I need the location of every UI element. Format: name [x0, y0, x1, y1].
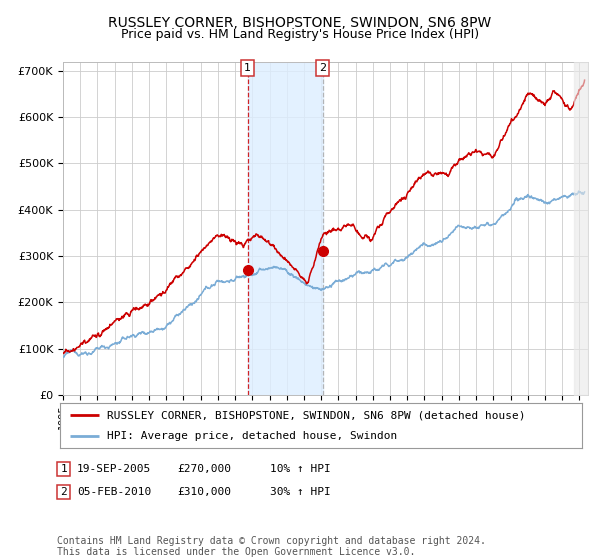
- Text: Price paid vs. HM Land Registry's House Price Index (HPI): Price paid vs. HM Land Registry's House …: [121, 28, 479, 41]
- Text: 10% ↑ HPI: 10% ↑ HPI: [270, 464, 331, 474]
- Text: 30% ↑ HPI: 30% ↑ HPI: [270, 487, 331, 497]
- Text: 1: 1: [244, 63, 251, 73]
- Text: RUSSLEY CORNER, BISHOPSTONE, SWINDON, SN6 8PW (detached house): RUSSLEY CORNER, BISHOPSTONE, SWINDON, SN…: [107, 410, 526, 421]
- Text: 2: 2: [60, 487, 67, 497]
- Text: £310,000: £310,000: [177, 487, 231, 497]
- Text: Contains HM Land Registry data © Crown copyright and database right 2024.
This d: Contains HM Land Registry data © Crown c…: [57, 535, 486, 557]
- Text: £270,000: £270,000: [177, 464, 231, 474]
- Text: HPI: Average price, detached house, Swindon: HPI: Average price, detached house, Swin…: [107, 431, 397, 441]
- Text: 05-FEB-2010: 05-FEB-2010: [77, 487, 151, 497]
- Text: 19-SEP-2005: 19-SEP-2005: [77, 464, 151, 474]
- Text: RUSSLEY CORNER, BISHOPSTONE, SWINDON, SN6 8PW: RUSSLEY CORNER, BISHOPSTONE, SWINDON, SN…: [109, 16, 491, 30]
- Text: 1: 1: [60, 464, 67, 474]
- Bar: [248, 62, 323, 395]
- Text: 2: 2: [319, 63, 326, 73]
